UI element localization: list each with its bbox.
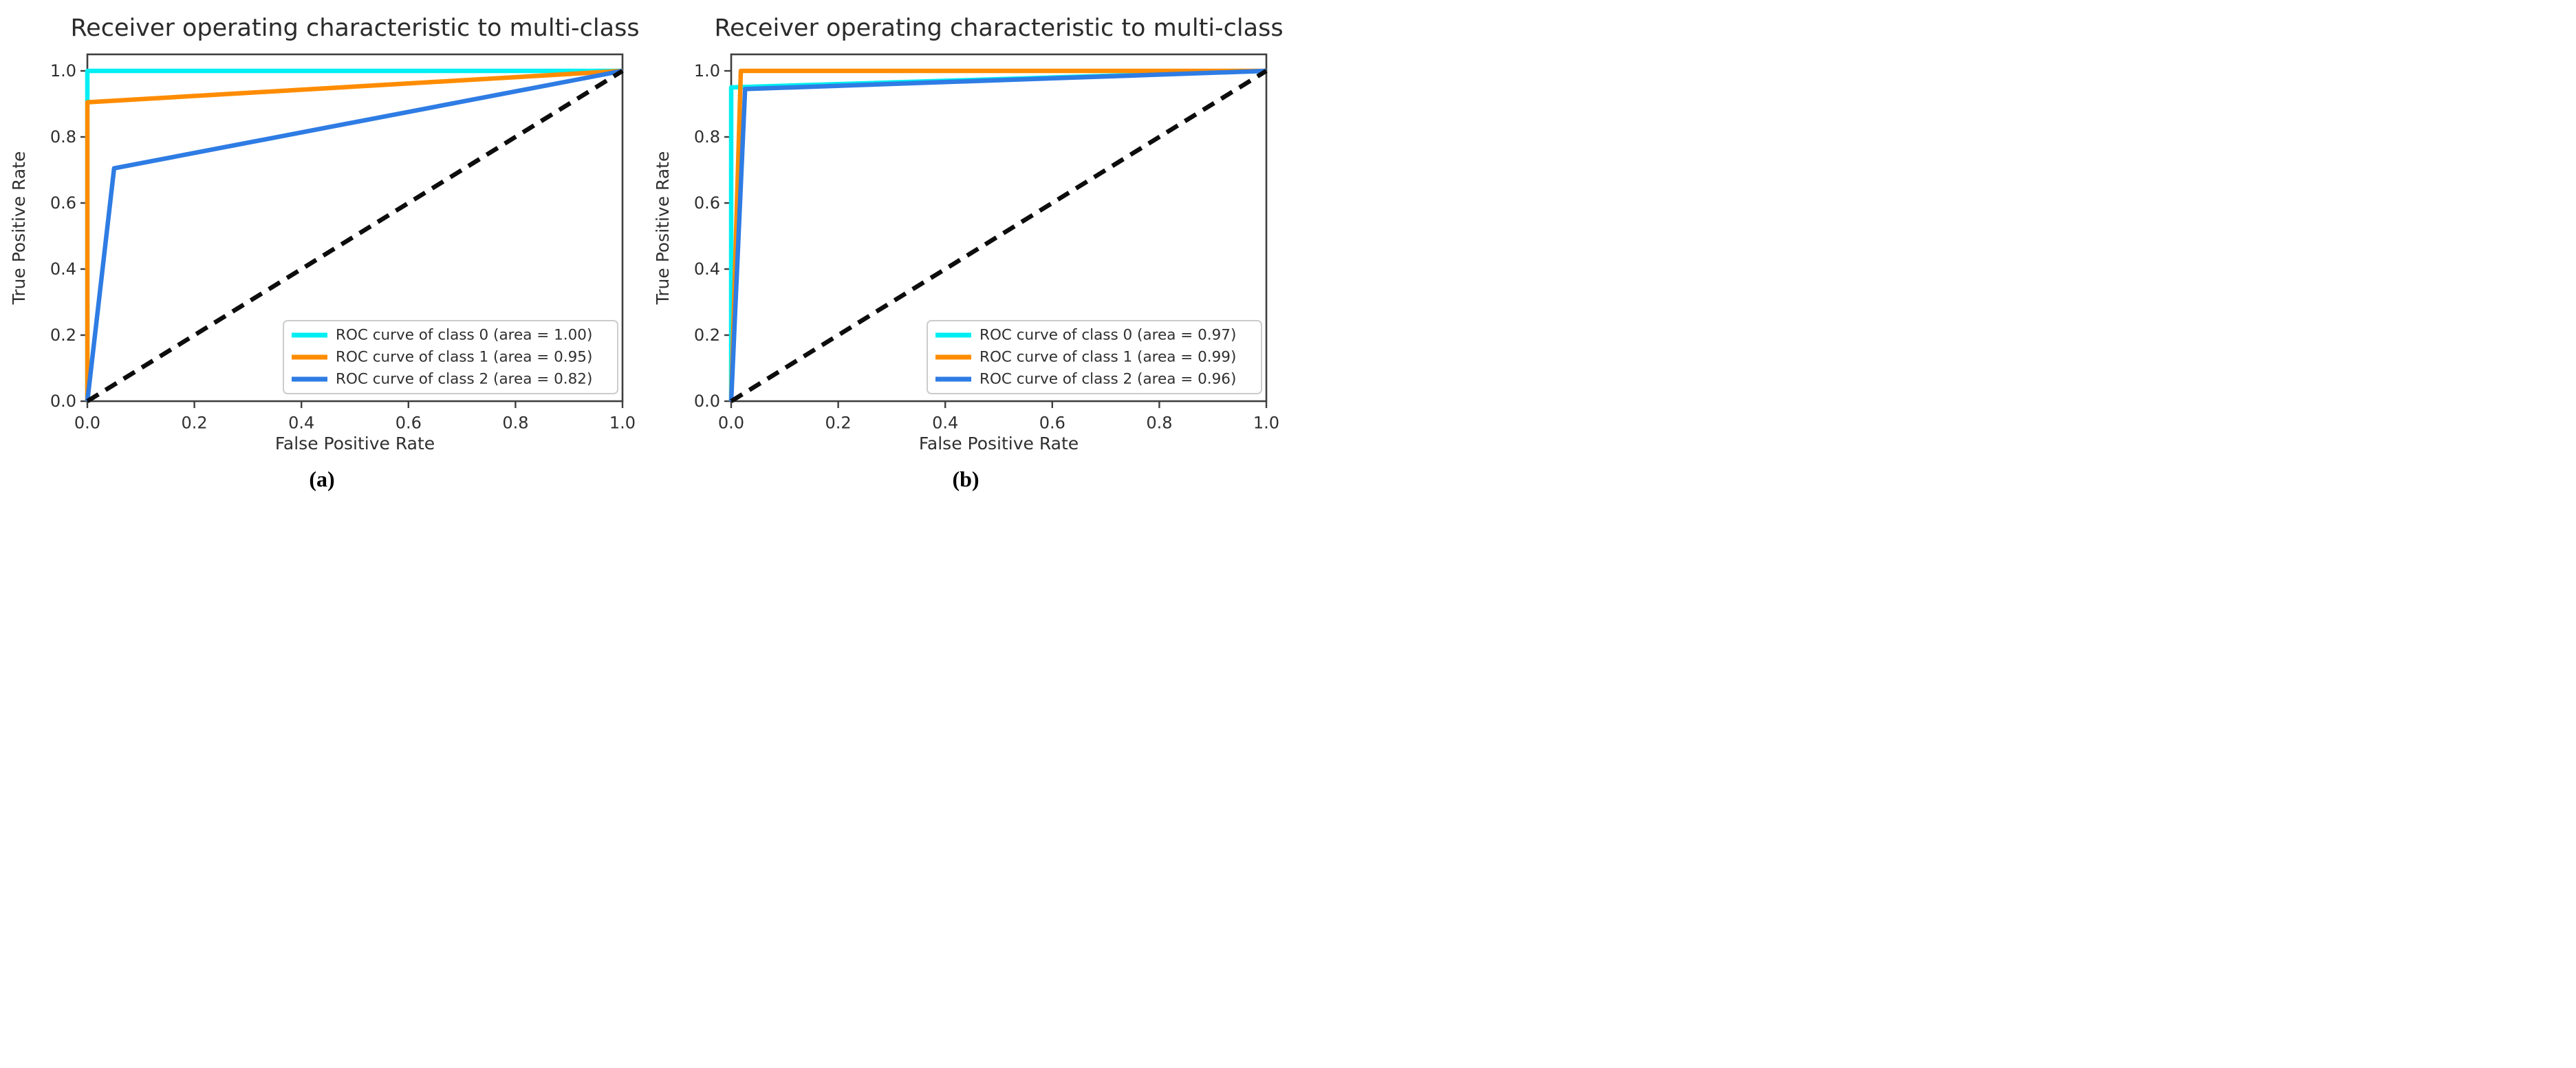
- y-tick-label: 0.2: [50, 325, 76, 345]
- y-axis-label: True Positive Rate: [653, 151, 673, 306]
- series-line-2: [728, 68, 1267, 402]
- y-tick-label: 0.6: [694, 193, 720, 213]
- x-tick-label: 1.0: [1253, 414, 1279, 433]
- legend-item-label: ROC curve of class 1 (area = 0.95): [336, 349, 592, 366]
- y-tick-label: 0.4: [694, 259, 720, 279]
- x-tick-label: 0.0: [718, 414, 744, 433]
- roc-chart-a: Receiver operating characteristic to mul…: [9, 14, 640, 453]
- legend-box: [283, 320, 618, 394]
- legend-box: [927, 320, 1262, 394]
- x-tick-label: 0.2: [825, 414, 852, 433]
- legend-item-label: ROC curve of class 0 (area = 1.00): [336, 327, 592, 344]
- series-line-3: [86, 69, 624, 403]
- x-tick-label: 0.4: [288, 414, 314, 433]
- x-tick-label: 0.0: [74, 414, 100, 433]
- y-tick-label: 0.8: [694, 127, 720, 147]
- legend-item-label: ROC curve of class 2 (area = 0.82): [336, 371, 592, 388]
- chart-title: Receiver operating characteristic to mul…: [70, 14, 639, 42]
- y-axis-label: True Positive Rate: [9, 151, 29, 306]
- y-tick-label: 0.4: [50, 259, 76, 279]
- legend-item-label: ROC curve of class 1 (area = 0.99): [979, 349, 1236, 366]
- y-tick-label: 0.0: [50, 392, 76, 411]
- y-tick-label: 1.0: [50, 61, 76, 81]
- y-tick-label: 0.6: [50, 193, 76, 213]
- x-axis-label: False Positive Rate: [275, 434, 435, 453]
- x-tick-label: 0.8: [1146, 414, 1172, 433]
- chart-title: Receiver operating characteristic to mul…: [714, 14, 1283, 42]
- x-tick-label: 0.8: [502, 414, 528, 433]
- series-line-1: [85, 68, 623, 401]
- roc-figure-page: Receiver operating characteristic to mul…: [0, 0, 1288, 534]
- roc-figure-panel-a: Receiver operating characteristic to mul…: [0, 0, 644, 534]
- x-tick-label: 1.0: [609, 414, 636, 433]
- x-tick-label: 0.2: [182, 414, 208, 433]
- y-tick-label: 1.0: [694, 61, 720, 81]
- legend-item-label: ROC curve of class 0 (area = 0.97): [979, 327, 1236, 344]
- x-tick-label: 0.4: [932, 414, 958, 433]
- figure-caption-b: (b): [952, 467, 979, 491]
- x-tick-label: 0.6: [396, 414, 422, 433]
- y-tick-label: 0.8: [50, 127, 76, 147]
- x-axis-label: False Positive Rate: [919, 434, 1079, 453]
- series-line-3: [730, 69, 1268, 403]
- roc-figure-panel-b: Receiver operating characteristic to mul…: [644, 0, 1288, 534]
- series-line-2: [85, 68, 623, 402]
- figure-caption-a: (a): [309, 467, 335, 491]
- legend-item-label: ROC curve of class 2 (area = 0.96): [979, 371, 1236, 388]
- roc-chart-b: Receiver operating characteristic to mul…: [653, 14, 1284, 453]
- x-tick-label: 0.6: [1039, 414, 1065, 433]
- y-tick-label: 0.0: [694, 392, 720, 411]
- y-tick-label: 0.2: [694, 325, 720, 345]
